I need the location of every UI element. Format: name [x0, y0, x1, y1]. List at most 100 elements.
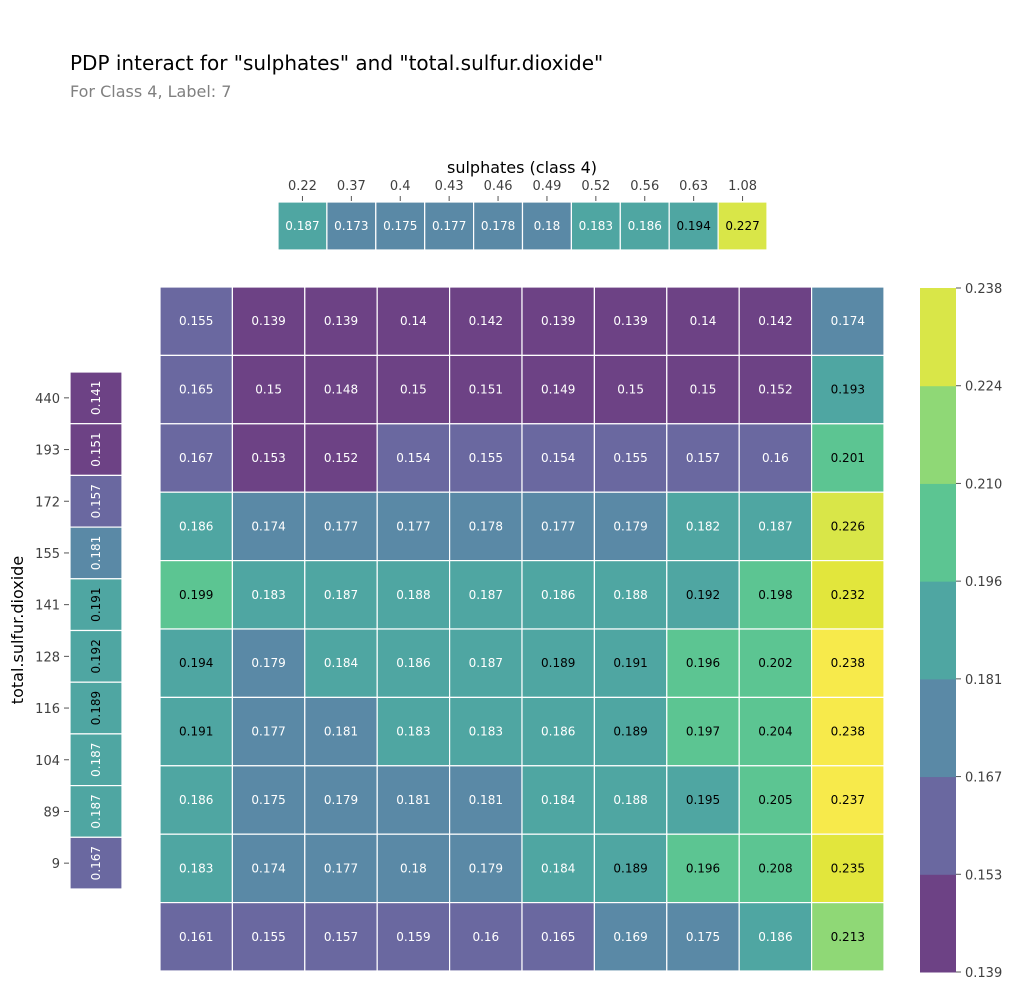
heatmap-cell-label: 0.201 — [831, 451, 865, 465]
left-strip-label: 0.187 — [89, 743, 103, 777]
top-tick-label: 0.46 — [484, 179, 513, 194]
top-strip-cell — [277, 201, 328, 251]
left-tick-label: 172 — [35, 495, 60, 510]
heatmap-cell-label: 0.15 — [255, 383, 282, 397]
heatmap-cell-label: 0.157 — [686, 451, 720, 465]
top-strip-label: 0.175 — [383, 219, 417, 233]
left-strip-label: 0.181 — [89, 536, 103, 570]
heatmap-cell-label: 0.183 — [469, 725, 503, 739]
heatmap-cell-label: 0.232 — [831, 588, 865, 602]
left-strip-cell — [69, 836, 123, 890]
heatmap-cell-label: 0.183 — [179, 861, 213, 875]
heatmap-cell — [231, 696, 306, 767]
top-strip-label: 0.18 — [534, 219, 561, 233]
top-strip-cell — [375, 201, 426, 251]
top-tick-label: 0.49 — [532, 179, 561, 194]
left-axis-label: total.sulfur.dioxide — [8, 556, 27, 704]
heatmap-cell-label: 0.204 — [758, 725, 792, 739]
heatmap-cell — [593, 286, 668, 357]
heatmap-cell-label: 0.202 — [758, 656, 792, 670]
heatmap-cell — [304, 559, 378, 630]
heatmap-cell-label: 0.184 — [324, 656, 358, 670]
heatmap-cell-label: 0.177 — [324, 861, 358, 875]
left-tick-label: 128 — [35, 650, 60, 665]
heatmap-cell — [376, 354, 451, 425]
heatmap-cell — [159, 765, 234, 835]
heatmap-cell — [231, 559, 306, 630]
heatmap-cell — [449, 491, 523, 562]
heatmap-cell-label: 0.154 — [541, 451, 575, 465]
left-strip-label: 0.189 — [89, 691, 103, 725]
top-tick-label: 0.43 — [435, 179, 464, 194]
heatmap-cell — [231, 765, 306, 835]
left-tick-label: 141 — [35, 599, 60, 614]
heatmap-cell — [376, 765, 451, 835]
top-strip-cell — [326, 201, 377, 251]
heatmap-cell-label: 0.191 — [613, 656, 647, 670]
heatmap-cell-label: 0.197 — [686, 725, 720, 739]
heatmap-cell — [810, 559, 885, 630]
heatmap-cell — [449, 696, 523, 767]
heatmap-cell-label: 0.157 — [324, 930, 358, 944]
heatmap-cell-label: 0.189 — [541, 656, 575, 670]
heatmap-cell-label: 0.186 — [396, 656, 430, 670]
heatmap-cell — [449, 901, 523, 972]
heatmap-cell — [810, 628, 885, 699]
heatmap-cell-label: 0.174 — [251, 861, 285, 875]
heatmap-cell-label: 0.189 — [613, 861, 647, 875]
heatmap-cell-label: 0.165 — [179, 383, 213, 397]
heatmap-cell-label: 0.205 — [758, 793, 792, 807]
colorbar-band — [920, 874, 956, 973]
heatmap-cell-label: 0.183 — [251, 588, 285, 602]
heatmap-cell — [738, 354, 813, 425]
heatmap-cell — [521, 354, 596, 425]
heatmap-cell-label: 0.213 — [831, 930, 865, 944]
colorbar-band — [920, 776, 956, 875]
heatmap-cell — [666, 901, 740, 972]
heatmap-cell-label: 0.177 — [541, 519, 575, 533]
heatmap-cell — [810, 354, 885, 425]
left-tick-label: 9 — [52, 857, 60, 872]
heatmap-cell-label: 0.226 — [831, 519, 865, 533]
left-strip-label: 0.192 — [89, 639, 103, 673]
heatmap-cell-label: 0.151 — [469, 383, 503, 397]
colorbar-band — [920, 581, 956, 680]
heatmap-cell-label: 0.195 — [686, 793, 720, 807]
heatmap-cell-label: 0.193 — [831, 383, 865, 397]
heatmap-cell — [304, 833, 378, 904]
top-strip-cell — [668, 201, 719, 251]
heatmap-cell-label: 0.142 — [758, 314, 792, 328]
left-strip-cell — [69, 526, 123, 580]
colorbar-tick-label: 0.224 — [965, 380, 1002, 395]
heatmap-cell-label: 0.149 — [541, 383, 575, 397]
heatmap-cell-label: 0.235 — [831, 861, 865, 875]
heatmap-cell-label: 0.194 — [179, 656, 213, 670]
heatmap-cell — [738, 765, 813, 835]
heatmap-cell-label: 0.148 — [324, 383, 358, 397]
top-strip-label: 0.187 — [285, 219, 319, 233]
heatmap-cell-label: 0.15 — [617, 383, 644, 397]
heatmap-cell — [159, 628, 234, 699]
top-strip-cell — [717, 201, 768, 251]
heatmap-cell — [376, 559, 451, 630]
left-strip-cell — [69, 681, 123, 735]
heatmap-cell-label: 0.192 — [686, 588, 720, 602]
heatmap-cell — [521, 765, 596, 835]
left-marginal-strip: 0.141 440 0.151 193 0.157 172 0.181 155 0.191 141… — [35, 371, 123, 890]
colorbar-band — [920, 678, 956, 778]
heatmap-cell-label: 0.169 — [613, 930, 647, 944]
left-strip-label: 0.141 — [89, 381, 103, 415]
heatmap-cell-label: 0.187 — [758, 519, 792, 533]
left-strip-label: 0.151 — [89, 432, 103, 466]
heatmap-cell — [810, 423, 885, 493]
top-axis-label: sulphates (class 4) — [447, 158, 597, 177]
left-tick-label: 116 — [35, 702, 60, 717]
heatmap-cell — [159, 833, 234, 904]
heatmap-cell — [666, 559, 740, 630]
heatmap-cell — [738, 423, 813, 493]
heatmap-cell-label: 0.155 — [469, 451, 503, 465]
colorbar-tick-label: 0.153 — [965, 868, 1002, 883]
heatmap-cell — [593, 696, 668, 767]
heatmap-cell — [666, 765, 740, 835]
